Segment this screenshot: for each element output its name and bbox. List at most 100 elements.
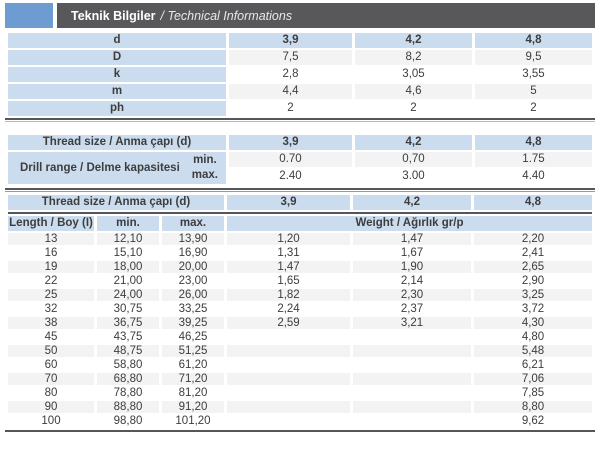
cell: 4,6: [355, 84, 472, 99]
cell: 25: [8, 289, 94, 301]
cell: 13: [8, 233, 94, 245]
table-row: 90 88,80 91,20 8,80: [8, 401, 593, 413]
cell: 12,10: [97, 233, 159, 245]
cell: 2,14: [400, 275, 424, 287]
cell: 3,72: [521, 303, 545, 315]
cell: 30,75: [113, 303, 143, 315]
thread-size-header-row: Thread size / Anma çapı (d) 3,9 4,2 4,8: [8, 195, 593, 210]
cell: d: [8, 33, 226, 48]
cell: 4,4: [229, 84, 352, 99]
thread-size-value: 4,2: [355, 135, 472, 150]
drill-range-label: Drill range / Delme kapasitesi: [19, 161, 180, 174]
section-header: Teknik Bilgiler / Technical Informations: [5, 3, 595, 28]
length-column-header: Length / Boy (I): [8, 216, 94, 231]
cell: 26,00: [162, 289, 225, 301]
cell: 3,21: [353, 317, 472, 329]
cell: 2: [530, 102, 537, 114]
cell: ph: [8, 101, 226, 116]
cell: 98,80: [113, 415, 143, 427]
table-row: k 2,8 3,05 3,55: [8, 67, 592, 82]
cell: 1,65: [277, 275, 300, 287]
cell: 91,20: [162, 401, 225, 413]
table-row: 80 78,80 81,20 7,85: [8, 387, 592, 399]
table-row: 25 24,00 26,00 1,82 2,30 3,25: [8, 289, 593, 301]
drill-max-row: 2.40 3.00 4.40: [8, 169, 592, 184]
divider-rule: [5, 118, 595, 122]
cell: 1,47: [227, 261, 351, 273]
drill-range-table: Thread size / Anma çapı (d) 3,9 4,2 4,8 …: [5, 133, 595, 186]
cell: 58,80: [113, 359, 143, 371]
weight-column-header: Weight / Ağırlık gr/p: [227, 216, 593, 231]
column-header-row: Length / Boy (I) min. max. Weight / Ağır…: [8, 216, 593, 231]
table-row: 16 15,10 16,90 1,31 1,67 2,41: [8, 247, 592, 259]
dimensions-table: d 3,9 4,2 4,8 D 7,5 8,2 9,5 k 2,8 3,05 3,55 m 4,4 4,6 5…: [5, 31, 595, 118]
cell: 20,00: [162, 261, 225, 273]
cell: 7,85: [521, 387, 545, 399]
thread-size-value: 4,2: [353, 195, 472, 210]
cell: [227, 359, 350, 371]
cell: 39,25: [162, 317, 225, 329]
max-label: max.: [191, 169, 218, 181]
header-divider-line: [8, 212, 593, 214]
cell: 1,90: [353, 261, 472, 273]
cell: 2,41: [521, 247, 545, 259]
cell: 18,00: [97, 261, 159, 273]
cell: m: [8, 84, 226, 99]
cell: 2,59: [227, 317, 351, 329]
cell: 13,90: [162, 233, 225, 245]
cell: 3,25: [474, 289, 593, 301]
cell: [227, 401, 351, 413]
cell: 7,5: [229, 50, 352, 65]
cell: 8,2: [355, 50, 472, 65]
drill-range-label-cell: Drill range / Delme kapasitesi min. max.: [8, 152, 226, 184]
cell: 100: [41, 415, 61, 427]
cell: 9,62: [521, 415, 545, 427]
weight-table-head: Thread size / Anma çapı (d) 3,9 4,2 4,8 …: [8, 195, 593, 231]
cell: 16,90: [178, 247, 208, 259]
cell: 2,24: [277, 303, 300, 315]
cell: 48,75: [97, 345, 159, 357]
section-title-en: / Technical Informations: [160, 8, 293, 23]
drill-min-value: 0,70: [355, 152, 472, 167]
cell: [227, 373, 351, 385]
cell: 6,21: [521, 359, 545, 371]
cell: 2,20: [474, 233, 593, 245]
bottom-rule: [5, 430, 595, 432]
drill-min-row: Drill range / Delme kapasitesi min. max.…: [8, 152, 592, 184]
table-row: 22 21,00 23,00 1,65 2,14 2,90: [8, 275, 592, 287]
cell: 33,25: [178, 303, 208, 315]
cell: 61,20: [178, 359, 208, 371]
thread-size-label: Thread size / Anma çapı (d): [8, 135, 226, 150]
dimensions-table-body: d 3,9 4,2 4,8 D 7,5 8,2 9,5 k 2,8 3,05 3,55 m 4,4 4,6 5…: [8, 33, 592, 116]
drill-min-value: 1.75: [475, 152, 592, 167]
cell: 2: [410, 102, 417, 114]
table-row: 60 58,80 61,20 6,21: [8, 359, 592, 371]
thread-size-value: 3,9: [229, 135, 352, 150]
weight-table: Thread size / Anma çapı (d) 3,9 4,2 4,8 …: [5, 193, 595, 429]
cell: k: [8, 67, 226, 82]
cell: 1,20: [227, 233, 351, 245]
cell: 81,20: [178, 387, 208, 399]
cell: D: [8, 50, 226, 65]
cell: 2,65: [474, 261, 593, 273]
min-max-labels: min. max.: [192, 153, 226, 183]
cell: [353, 387, 471, 399]
min-column-header: min.: [97, 216, 159, 231]
thread-size-header-row: Thread size / Anma çapı (d) 3,9 4,2 4,8: [8, 135, 592, 150]
cell: 36,75: [97, 317, 159, 329]
section-title-bar: Teknik Bilgiler / Technical Informations: [57, 3, 595, 28]
thread-size-value: 4,8: [475, 135, 592, 150]
table-row: 45 43,75 46,25 4,80: [8, 331, 592, 343]
drill-max-value: 4.40: [522, 170, 545, 182]
cell: 3,9: [229, 33, 352, 48]
cell: 45: [44, 331, 58, 343]
cell: 50: [8, 345, 94, 357]
cell: 80: [44, 387, 58, 399]
table-row: 38 36,75 39,25 2,59 3,21 4,30: [8, 317, 593, 329]
cell: 3,05: [402, 68, 425, 80]
cell: 88,80: [97, 401, 159, 413]
cell: 1,47: [353, 233, 472, 245]
cell: 19: [8, 261, 94, 273]
cell: 4,80: [521, 331, 545, 343]
cell: 1,67: [400, 247, 424, 259]
